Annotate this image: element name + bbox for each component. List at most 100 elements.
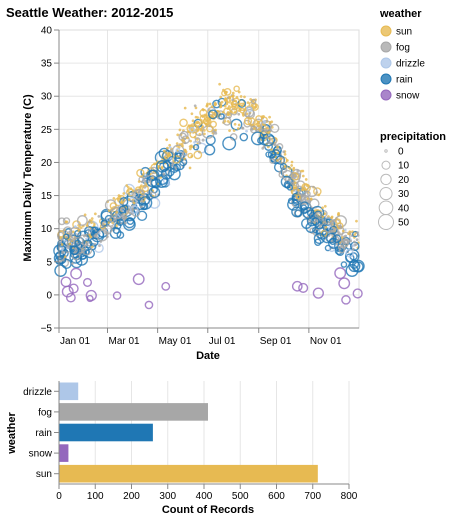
scatter-point-sun[interactable]: [176, 133, 180, 137]
scatter-point-fog[interactable]: [281, 169, 294, 182]
scatter-point-drizzle[interactable]: [328, 245, 335, 253]
scatter-point-fog[interactable]: [250, 98, 257, 105]
scatter-point-fog[interactable]: [250, 127, 254, 131]
scatter-point-snow[interactable]: [291, 280, 303, 292]
scatter-point-sun[interactable]: [317, 193, 321, 197]
scatter-point-rain[interactable]: [287, 197, 295, 205]
scatter-point-sun[interactable]: [165, 138, 169, 142]
scatter-point-snow[interactable]: [312, 287, 324, 299]
scatter-point-fog[interactable]: [61, 250, 65, 254]
scatter-point-fog[interactable]: [269, 137, 277, 146]
scatter-point-sun[interactable]: [166, 146, 169, 150]
scatter-point-sun[interactable]: [190, 112, 194, 116]
scatter-point-sun[interactable]: [233, 111, 237, 114]
scatter-point-sun[interactable]: [112, 197, 116, 200]
scatter-point-sun[interactable]: [223, 97, 228, 102]
scatter-point-sun[interactable]: [249, 98, 253, 101]
scatter-point-sun[interactable]: [64, 220, 68, 224]
scatter-point-sun[interactable]: [119, 201, 123, 204]
scatter-point-rain[interactable]: [116, 231, 125, 239]
scatter-point-snow[interactable]: [85, 289, 97, 302]
scatter-point-sun[interactable]: [196, 116, 200, 119]
scatter-point-sun[interactable]: [181, 144, 184, 148]
scatter-point-sun[interactable]: [256, 120, 260, 124]
scatter-point-fog[interactable]: [328, 229, 333, 234]
scatter-point-drizzle[interactable]: [169, 157, 173, 160]
scatter-point-fog[interactable]: [180, 156, 184, 159]
scatter-point-sun[interactable]: [228, 129, 231, 133]
scatter-point-sun[interactable]: [210, 105, 214, 109]
scatter-point-fog[interactable]: [162, 172, 166, 176]
scatter-point-sun[interactable]: [125, 184, 129, 188]
scatter-point-rain[interactable]: [138, 196, 153, 210]
scatter-point-sun[interactable]: [127, 192, 131, 196]
scatter-point-fog[interactable]: [97, 214, 101, 218]
scatter-point-rain[interactable]: [306, 209, 315, 217]
scatter-point-rain[interactable]: [265, 151, 272, 158]
scatter-point-sun[interactable]: [226, 119, 230, 123]
scatter-point-sun[interactable]: [162, 149, 166, 153]
scatter-point-sun[interactable]: [232, 129, 236, 132]
scatter-point-sun[interactable]: [301, 169, 305, 173]
scatter-point-fog[interactable]: [304, 198, 308, 202]
scatter-point-drizzle[interactable]: [167, 183, 171, 186]
scatter-point-sun[interactable]: [60, 243, 64, 246]
scatter-point-sun[interactable]: [265, 126, 269, 130]
scatter-point-drizzle[interactable]: [193, 140, 196, 144]
scatter-point-sun[interactable]: [301, 183, 310, 191]
scatter-point-rain[interactable]: [155, 160, 169, 173]
scatter-point-sun[interactable]: [222, 88, 225, 92]
legend-label-sun[interactable]: sun: [396, 27, 412, 38]
scatter-point-drizzle[interactable]: [246, 106, 253, 113]
scatter-point-rain[interactable]: [239, 132, 249, 142]
scatter-point-sun[interactable]: [188, 166, 192, 170]
scatter-point-sun[interactable]: [115, 210, 119, 214]
bar-fog[interactable]: [59, 403, 208, 421]
scatter-point-drizzle[interactable]: [351, 244, 355, 247]
scatter-point-rain[interactable]: [291, 193, 300, 201]
scatter-point-sun[interactable]: [239, 95, 243, 98]
scatter-point-fog[interactable]: [93, 234, 97, 238]
bar-drizzle[interactable]: [59, 382, 79, 401]
scatter-point-fog[interactable]: [123, 221, 127, 225]
scatter-point-fog[interactable]: [87, 220, 91, 224]
scatter-point-fog[interactable]: [343, 235, 346, 239]
scatter-point-sun[interactable]: [226, 111, 230, 114]
scatter-point-drizzle[interactable]: [189, 126, 196, 133]
scatter-point-sun[interactable]: [290, 160, 294, 164]
scatter-point-sun[interactable]: [218, 102, 222, 105]
scatter-point-fog[interactable]: [98, 244, 101, 248]
scatter-point-rain[interactable]: [301, 207, 308, 215]
scatter-point-sun[interactable]: [199, 127, 203, 131]
scatter-point-sun[interactable]: [234, 99, 238, 103]
scatter-point-sun[interactable]: [196, 128, 200, 132]
scatter-point-fog[interactable]: [355, 238, 359, 242]
scatter-point-rain[interactable]: [148, 169, 160, 181]
scatter-point-snow[interactable]: [112, 291, 122, 300]
scatter-point-rain[interactable]: [55, 250, 65, 261]
scatter-point-sun[interactable]: [201, 115, 205, 119]
legend-symbol-sun[interactable]: [380, 25, 392, 37]
scatter-point-sun[interactable]: [193, 135, 197, 139]
scatter-point-sun[interactable]: [290, 172, 300, 181]
scatter-point-fog[interactable]: [332, 219, 335, 223]
scatter-point-fog[interactable]: [60, 236, 72, 248]
bar-snow[interactable]: [59, 444, 69, 462]
scatter-point-drizzle[interactable]: [262, 120, 267, 125]
scatter-point-sun[interactable]: [90, 217, 94, 221]
scatter-point-sun[interactable]: [126, 189, 130, 193]
scatter-point-sun[interactable]: [57, 230, 65, 238]
scatter-point-drizzle[interactable]: [175, 147, 181, 154]
scatter-point-sun[interactable]: [71, 230, 75, 234]
legend-symbol-drizzle[interactable]: [380, 57, 392, 69]
scatter-point-rain[interactable]: [204, 144, 216, 156]
scatter-point-rain[interactable]: [192, 143, 200, 151]
scatter-point-sun[interactable]: [255, 123, 259, 127]
scatter-point-fog[interactable]: [309, 227, 317, 235]
scatter-point-sun[interactable]: [355, 219, 358, 223]
scatter-point-fog[interactable]: [171, 162, 175, 166]
legend-symbol-fog[interactable]: [380, 41, 392, 53]
scatter-point-sun[interactable]: [270, 148, 273, 152]
bar-sun[interactable]: [59, 464, 318, 483]
scatter-point-fog[interactable]: [179, 130, 189, 140]
